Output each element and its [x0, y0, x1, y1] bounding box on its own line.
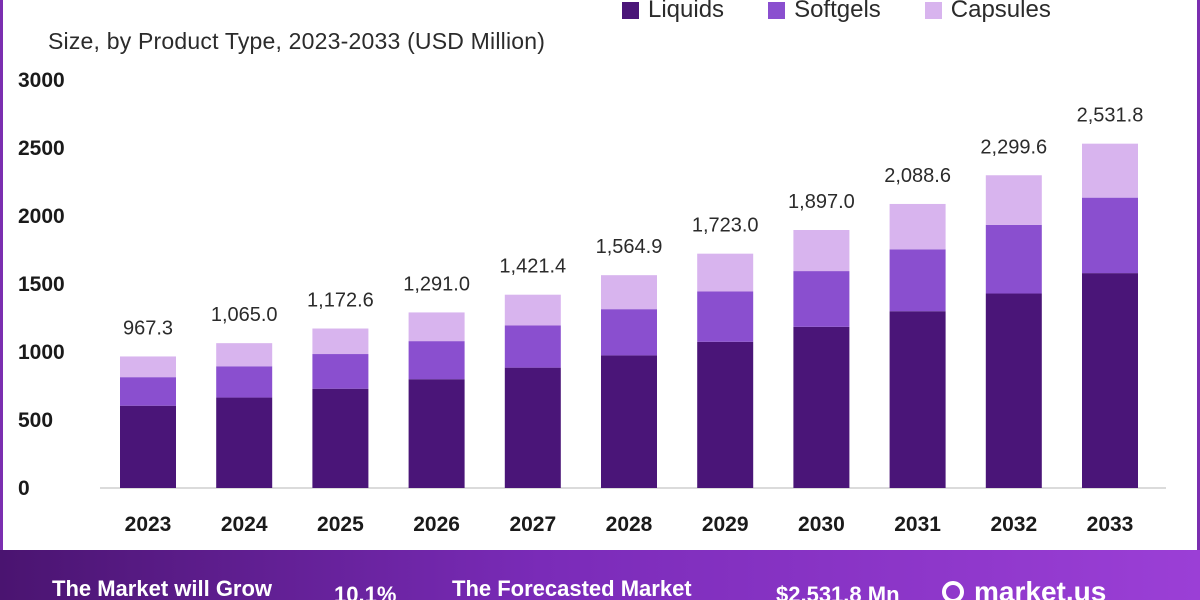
- y-tick-label: 1000: [18, 341, 65, 364]
- bar-softgels-2026: [408, 341, 465, 380]
- bar-softgels-2033: [1082, 197, 1138, 274]
- bar-liquids-2031: [889, 311, 946, 488]
- footer-banner: The Market will Grow 10.1% The Forecaste…: [0, 550, 1200, 600]
- bar-total-label: 1,065.0: [211, 304, 278, 326]
- bar-capsules-2028: [601, 275, 657, 310]
- bar-liquids-2026: [408, 379, 465, 488]
- footer-size-text: $2,531.8 Mn: [776, 582, 900, 600]
- legend-item-softgels: Softgels: [768, 0, 881, 24]
- bar-total-label: 967.3: [123, 317, 173, 339]
- bar-total-label: 1,291.0: [403, 273, 470, 295]
- bar-capsules-2023: [120, 356, 176, 378]
- footer-logo-text: market.us: [974, 576, 1107, 600]
- bar-softgels-2032: [985, 224, 1042, 294]
- x-tick-label: 2025: [317, 513, 364, 536]
- footer-grow-text: The Market will Grow: [52, 576, 273, 600]
- bar-liquids-2027: [504, 367, 561, 488]
- x-tick-label: 2031: [894, 513, 941, 536]
- footer-forecast-text: The Forecasted Market: [452, 576, 692, 600]
- bar-total-label: 2,531.8: [1077, 105, 1144, 127]
- bar-softgels-2027: [504, 325, 561, 368]
- bar-softgels-2028: [601, 309, 657, 356]
- legend-label-liquids: Liquids: [648, 0, 725, 23]
- bar-softgels-2024: [216, 366, 273, 398]
- bar-softgels-2029: [697, 291, 754, 342]
- legend-swatch-softgels: [768, 1, 786, 19]
- y-tick-label: 2500: [18, 137, 65, 160]
- legend-label-softgels: Softgels: [794, 0, 881, 23]
- bar-liquids-2029: [697, 341, 754, 488]
- legend-swatch-capsules: [924, 1, 942, 19]
- x-tick-label: 2032: [990, 513, 1037, 536]
- legend-swatch-liquids: [622, 1, 639, 19]
- x-tick-label: 2027: [509, 513, 556, 536]
- y-tick-label: 1500: [18, 273, 65, 296]
- chart-subtitle: Size, by Product Type, 2023-2033 (USD Mi…: [48, 28, 546, 54]
- frame-right-border: [1197, 0, 1200, 550]
- bar-liquids-2030: [793, 326, 850, 488]
- legend-item-liquids: Liquids: [622, 0, 724, 24]
- bar-softgels-2025: [312, 354, 369, 389]
- bar-liquids-2028: [601, 355, 657, 488]
- y-tick-label: 0: [18, 477, 30, 500]
- x-tick-label: 2024: [221, 513, 268, 536]
- bar-softgels-2031: [889, 249, 946, 312]
- bar-total-label: 1,564.9: [596, 236, 663, 258]
- bar-total-label: 1,723.0: [692, 215, 759, 237]
- stacked-bar-chart: 0 500 1000 1500 2000 2500 3000 967.3 2023 1,065.0…: [18, 69, 1166, 536]
- legend-label-capsules: Capsules: [950, 0, 1051, 23]
- x-tick-label: 2030: [798, 513, 845, 536]
- footer-cagr-text: 10.1%: [334, 582, 397, 600]
- bar-total-label: 1,421.4: [499, 256, 566, 278]
- market-us-logo-icon: [942, 581, 964, 600]
- bar-liquids-2032: [985, 293, 1042, 488]
- bar-total-label: 1,897.0: [788, 191, 855, 213]
- x-tick-label: 2026: [413, 513, 460, 536]
- y-tick-label: 3000: [18, 69, 65, 92]
- x-tick-label: 2028: [606, 513, 653, 536]
- bar-capsules-2033: [1082, 143, 1138, 198]
- bar-total-label: 2,088.6: [884, 165, 951, 187]
- bar-capsules-2026: [408, 312, 465, 342]
- x-tick-label: 2029: [702, 513, 749, 536]
- legend-item-capsules: Capsules: [924, 0, 1051, 24]
- y-tick-label: 2000: [18, 205, 65, 228]
- bar-capsules-2030: [793, 230, 850, 272]
- bar-total-label: 1,172.6: [307, 290, 374, 312]
- bar-liquids-2025: [312, 388, 369, 488]
- bar-capsules-2027: [504, 294, 561, 326]
- bar-liquids-2024: [216, 397, 273, 488]
- bar-liquids-2023: [120, 405, 176, 488]
- bar-capsules-2031: [889, 203, 946, 250]
- bar-liquids-2033: [1082, 273, 1138, 488]
- bar-total-label: 2,299.6: [980, 136, 1047, 158]
- bar-capsules-2029: [697, 253, 754, 292]
- y-tick-label: 500: [18, 409, 53, 432]
- footer-logo: market.us: [942, 576, 1106, 600]
- frame-left-border: [0, 0, 3, 550]
- bar-softgels-2023: [120, 377, 176, 406]
- x-tick-label: 2023: [125, 513, 172, 536]
- chart-legend: Liquids Softgels Capsules: [622, 0, 1095, 24]
- bar-capsules-2025: [312, 328, 369, 355]
- bar-capsules-2024: [216, 343, 273, 367]
- x-tick-label: 2033: [1087, 513, 1134, 536]
- bar-capsules-2032: [985, 175, 1042, 225]
- bar-softgels-2030: [793, 271, 850, 327]
